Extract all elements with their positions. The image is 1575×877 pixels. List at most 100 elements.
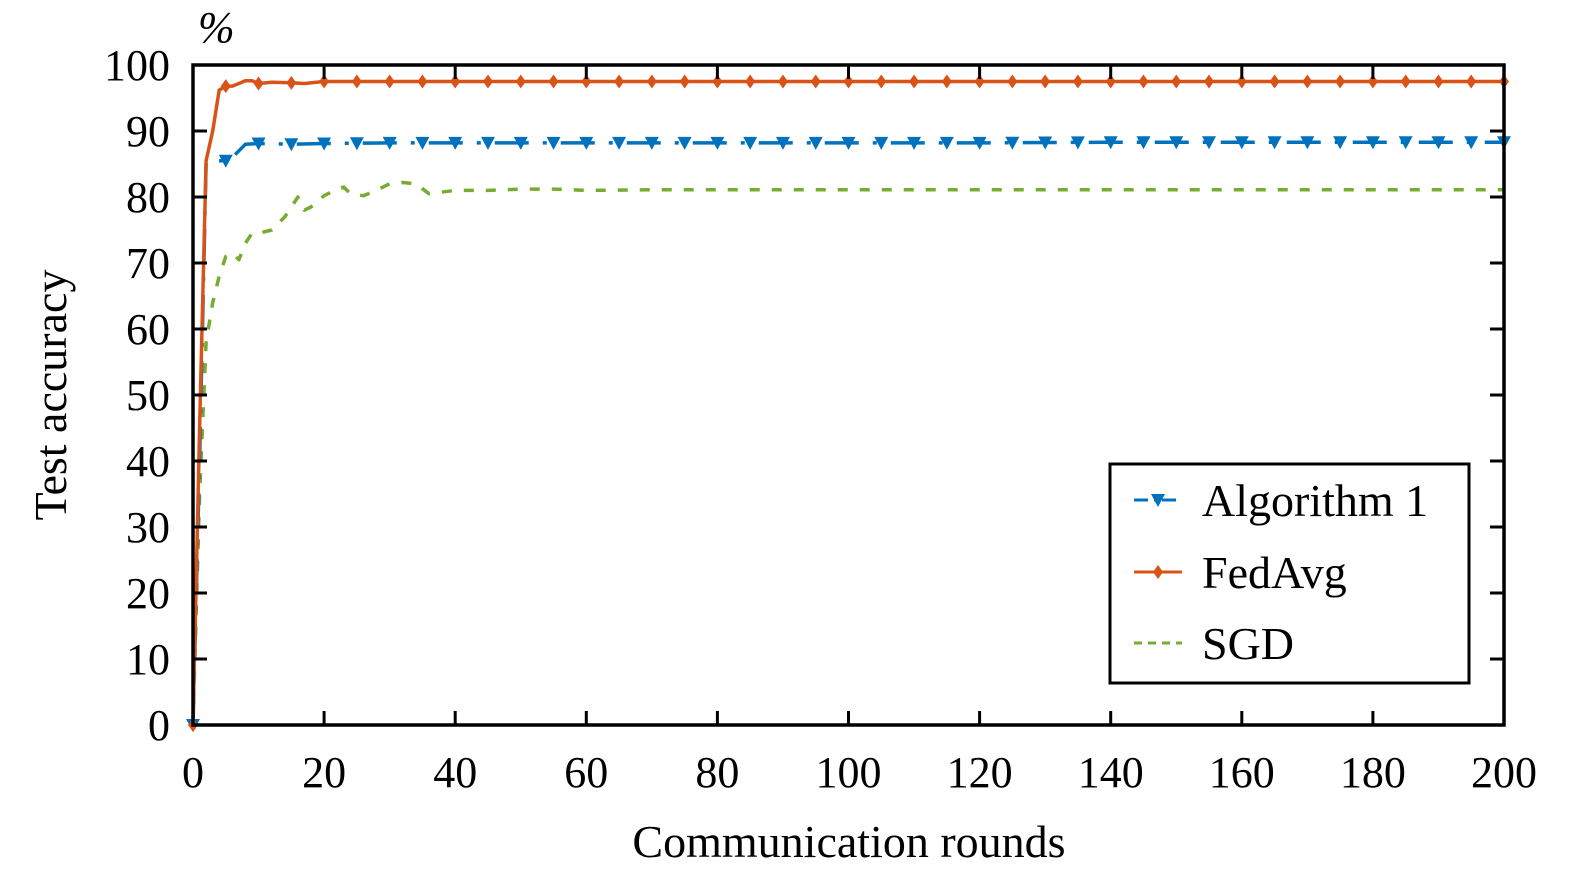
- triangle-marker: [579, 136, 594, 150]
- triangle-marker: [1464, 136, 1479, 150]
- triangle-marker: [612, 136, 627, 150]
- triangle-marker: [1005, 136, 1020, 150]
- triangle-marker: [972, 136, 987, 150]
- diamond-marker: [417, 74, 428, 89]
- legend-label: SGD: [1202, 618, 1294, 669]
- diamond-marker: [1466, 74, 1477, 89]
- legend-label: FedAvg: [1202, 547, 1347, 598]
- diamond-marker: [581, 74, 592, 89]
- triangle-marker: [1300, 136, 1315, 150]
- diamond-marker: [1171, 74, 1182, 89]
- series-algorithm-1: [186, 136, 1511, 732]
- triangle-marker: [775, 136, 790, 150]
- triangle-marker: [1267, 136, 1282, 150]
- y-tick-label: 0: [148, 701, 170, 750]
- diamond-marker: [1269, 74, 1280, 89]
- triangle-marker: [1431, 136, 1446, 150]
- y-tick-label: 40: [126, 437, 170, 486]
- x-tick-label: 100: [816, 748, 882, 797]
- triangle-marker: [415, 136, 430, 150]
- triangle-marker: [284, 138, 299, 152]
- diamond-marker: [1105, 74, 1116, 89]
- diamond-marker: [286, 75, 297, 90]
- triangle-marker: [1398, 136, 1413, 150]
- diamond-marker: [1007, 74, 1018, 89]
- x-tick-label: 20: [302, 748, 346, 797]
- x-tick-label: 60: [564, 748, 608, 797]
- diamond-marker: [810, 74, 821, 89]
- x-tick-label: 180: [1340, 748, 1406, 797]
- diamond-marker: [1153, 565, 1163, 579]
- diamond-marker: [679, 74, 690, 89]
- diamond-marker: [351, 74, 362, 89]
- triangle-marker: [251, 137, 266, 151]
- triangle-marker: [939, 136, 954, 150]
- diamond-marker: [1335, 74, 1346, 89]
- y-tick-label: 30: [126, 503, 170, 552]
- diamond-marker: [1040, 74, 1051, 89]
- diamond-marker: [319, 74, 330, 89]
- diamond-marker: [614, 74, 625, 89]
- triangle-marker: [907, 136, 922, 150]
- diamond-marker: [384, 74, 395, 89]
- unit-label: %: [198, 3, 235, 52]
- diamond-marker: [745, 74, 756, 89]
- triangle-marker: [644, 136, 659, 150]
- diamond-marker: [1302, 74, 1313, 89]
- plot-lines: [186, 74, 1511, 732]
- y-tick-label: 20: [126, 569, 170, 618]
- y-tick-label: 100: [104, 41, 170, 90]
- triangle-marker: [1365, 136, 1380, 150]
- legend-entry: Algorithm 1: [1134, 475, 1428, 526]
- y-tick-label: 50: [126, 371, 170, 420]
- diamond-marker: [482, 74, 493, 89]
- y-tick-label: 80: [126, 173, 170, 222]
- diamond-marker: [843, 74, 854, 89]
- triangle-marker: [480, 136, 495, 150]
- y-axis-label: Test accuracy: [25, 270, 76, 521]
- diamond-marker: [1204, 74, 1215, 89]
- diamond-marker: [450, 74, 461, 89]
- x-tick-label: 120: [947, 748, 1013, 797]
- triangle-marker: [1169, 136, 1184, 150]
- diamond-marker: [712, 74, 723, 89]
- diamond-marker: [974, 74, 985, 89]
- triangle-marker: [743, 136, 758, 150]
- axes: 0 20 40 60 80 100 120 140 160 180 200 0 10 20 30 40 50 60…: [104, 41, 1537, 797]
- diamond-marker: [1072, 74, 1083, 89]
- legend-label: Algorithm 1: [1202, 475, 1428, 526]
- triangle-marker: [1136, 136, 1151, 150]
- triangle-marker: [1103, 136, 1118, 150]
- legend-entry: SGD: [1134, 618, 1294, 669]
- diamond-marker: [876, 74, 887, 89]
- y-tick-label: 70: [126, 239, 170, 288]
- x-tick-label: 40: [433, 748, 477, 797]
- diamond-marker: [777, 74, 788, 89]
- x-tick-label: 160: [1209, 748, 1275, 797]
- triangle-marker: [1151, 494, 1165, 507]
- diamond-marker: [253, 76, 264, 91]
- diamond-marker: [646, 74, 657, 89]
- triangle-marker: [546, 136, 561, 150]
- triangle-marker: [808, 136, 823, 150]
- diamond-marker: [1400, 74, 1411, 89]
- triangle-marker: [874, 136, 889, 150]
- triangle-marker: [513, 136, 528, 150]
- x-tick-label: 200: [1471, 748, 1537, 797]
- triangle-marker: [1234, 136, 1249, 150]
- series-fedavg: [188, 74, 1509, 732]
- triangle-marker: [841, 136, 856, 150]
- x-tick-label: 80: [695, 748, 739, 797]
- triangle-marker: [1038, 136, 1053, 150]
- y-tick-label: 60: [126, 305, 170, 354]
- triangle-marker: [1202, 136, 1217, 150]
- legend-entry: FedAvg: [1134, 547, 1347, 598]
- y-tick-label: 90: [126, 107, 170, 156]
- x-axis-label: Communication rounds: [632, 816, 1065, 867]
- diamond-marker: [1367, 74, 1378, 89]
- triangle-marker: [1070, 136, 1085, 150]
- diamond-marker: [1138, 74, 1149, 89]
- diamond-marker: [220, 79, 231, 94]
- triangle-marker: [317, 137, 332, 151]
